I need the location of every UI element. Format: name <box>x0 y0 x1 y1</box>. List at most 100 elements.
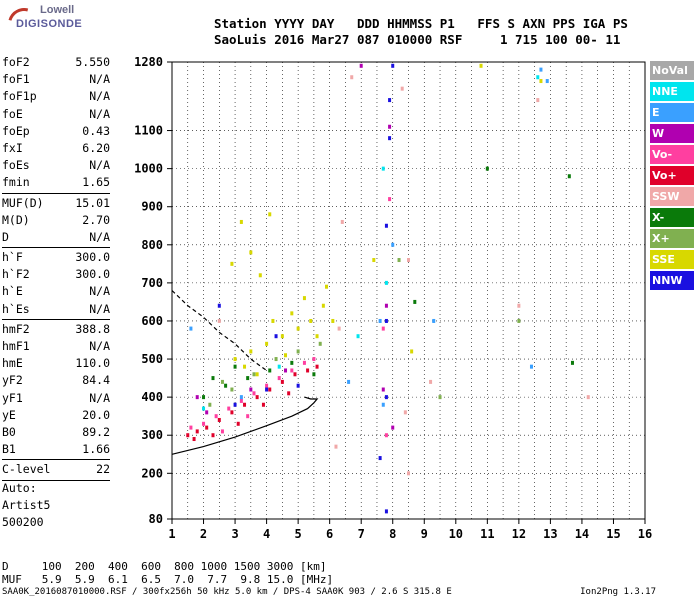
echo-point <box>359 63 363 68</box>
y-tick-label: 80 <box>149 512 163 526</box>
parameter-value: 2.70 <box>82 212 110 227</box>
x-tick-label: 11 <box>480 527 494 541</box>
echo-point <box>217 417 221 422</box>
echo-point <box>381 326 385 331</box>
y-tick-label: 300 <box>141 428 163 442</box>
echo-point <box>258 273 262 278</box>
digisonde-logo: Lowell DIGISONDE <box>2 2 82 46</box>
legend-item: Vo+ <box>650 166 694 185</box>
echo-point <box>249 349 253 354</box>
echo-point <box>539 67 543 72</box>
echo-point <box>192 437 196 442</box>
legend-item: X- <box>650 208 694 227</box>
y-tick-label: 1100 <box>134 124 163 138</box>
parameter-row: hmF1 N/A <box>2 338 110 355</box>
echo-point <box>384 280 388 285</box>
echo-point <box>239 219 243 224</box>
parameter-row: h`E N/A <box>2 283 110 300</box>
echo-point <box>570 360 574 365</box>
echo-point <box>249 250 253 255</box>
parameter-value: N/A <box>89 284 110 299</box>
echo-point <box>302 296 306 301</box>
echo-point <box>195 395 199 400</box>
echo-point <box>227 406 231 411</box>
parameter-value: 1.65 <box>82 175 110 190</box>
parameter-row: hmF2 388.8 <box>2 321 110 338</box>
echo-point <box>202 421 206 426</box>
legend-item: X+ <box>650 229 694 248</box>
parameter-name: h`F2 <box>2 267 30 282</box>
parameter-row: foF1p N/A <box>2 88 110 105</box>
x-tick-label: 4 <box>263 527 270 541</box>
echo-point <box>243 402 247 407</box>
echo-point <box>265 387 269 392</box>
parameter-value: N/A <box>89 301 110 316</box>
parameter-value: 22 <box>96 462 110 477</box>
parameter-value: N/A <box>89 106 110 121</box>
parameter-value: 388.8 <box>75 321 110 336</box>
echo-point <box>397 258 401 263</box>
echo-point <box>438 395 442 400</box>
parameter-row: MUF(D) 15.01 <box>2 195 110 212</box>
echo-point <box>312 372 316 377</box>
parameter-name: B0 <box>2 424 16 439</box>
parameter-row: yF1 N/A <box>2 390 110 407</box>
polarization-legend: NoVal NNE E W Vo- Vo+ SSW X- X+ SSE NNW <box>650 61 694 292</box>
parameter-name: fmin <box>2 175 30 190</box>
echo-point <box>340 219 344 224</box>
parameter-row: yF2 84.4 <box>2 372 110 389</box>
parameter-value: 300.0 <box>75 267 110 282</box>
parameter-separator <box>2 247 110 249</box>
x-tick-label: 1 <box>168 527 175 541</box>
echo-point <box>230 387 234 392</box>
echo-point <box>205 425 209 430</box>
y-tick-label: 500 <box>141 352 163 366</box>
y-tick-label: 800 <box>141 238 163 252</box>
parameter-row: M(D) 2.70 <box>2 212 110 229</box>
echo-point <box>384 223 388 228</box>
echo-point <box>214 414 218 419</box>
echo-point <box>268 387 272 392</box>
parameter-value: 0.43 <box>82 123 110 138</box>
auto-code: 500200 <box>2 515 44 529</box>
header-line-2: SaoLuis 2016 Mar27 087 010000 RSF 1 715 … <box>214 32 621 47</box>
echo-point <box>268 368 272 373</box>
parameter-name: foEp <box>2 123 30 138</box>
echo-point <box>391 63 395 68</box>
auto-program: Artist5 <box>2 498 51 512</box>
parameter-row: foF1 N/A <box>2 71 110 88</box>
echo-point <box>186 433 190 438</box>
parameter-value: N/A <box>89 72 110 87</box>
echo-point <box>347 379 351 384</box>
legend-item: W <box>650 124 694 143</box>
legend-item: NoVal <box>650 61 694 80</box>
echo-point <box>189 326 193 331</box>
echo-point <box>252 372 256 377</box>
parameter-name: B1 <box>2 442 16 457</box>
echo-point <box>321 303 325 308</box>
parameter-name: foEs <box>2 158 30 173</box>
x-tick-label: 10 <box>449 527 463 541</box>
echo-point <box>220 379 224 384</box>
y-tick-label: 200 <box>141 466 163 480</box>
parameter-name: foF1p <box>2 89 37 104</box>
parameter-value: N/A <box>89 89 110 104</box>
auto-scaling-info: Auto: Artist5 500200 <box>2 480 50 531</box>
echo-point <box>233 357 237 362</box>
legend-item: NNW <box>650 271 694 290</box>
parameter-name: hmE <box>2 356 23 371</box>
y-tick-label: 700 <box>141 276 163 290</box>
parameter-name: yE <box>2 407 16 422</box>
parameter-value: 6.20 <box>82 140 110 155</box>
echo-point <box>239 398 243 403</box>
x-tick-label: 14 <box>575 527 589 541</box>
parameter-name: h`Es <box>2 301 30 316</box>
echo-point <box>252 391 256 396</box>
echo-point <box>306 368 310 373</box>
legend-item: SSE <box>650 250 694 269</box>
echo-point <box>205 410 209 415</box>
parameter-row: h`F2 300.0 <box>2 266 110 283</box>
parameter-row: h`Es N/A <box>2 301 110 318</box>
parameter-separator <box>2 192 110 194</box>
parameter-name: fxI <box>2 140 23 155</box>
